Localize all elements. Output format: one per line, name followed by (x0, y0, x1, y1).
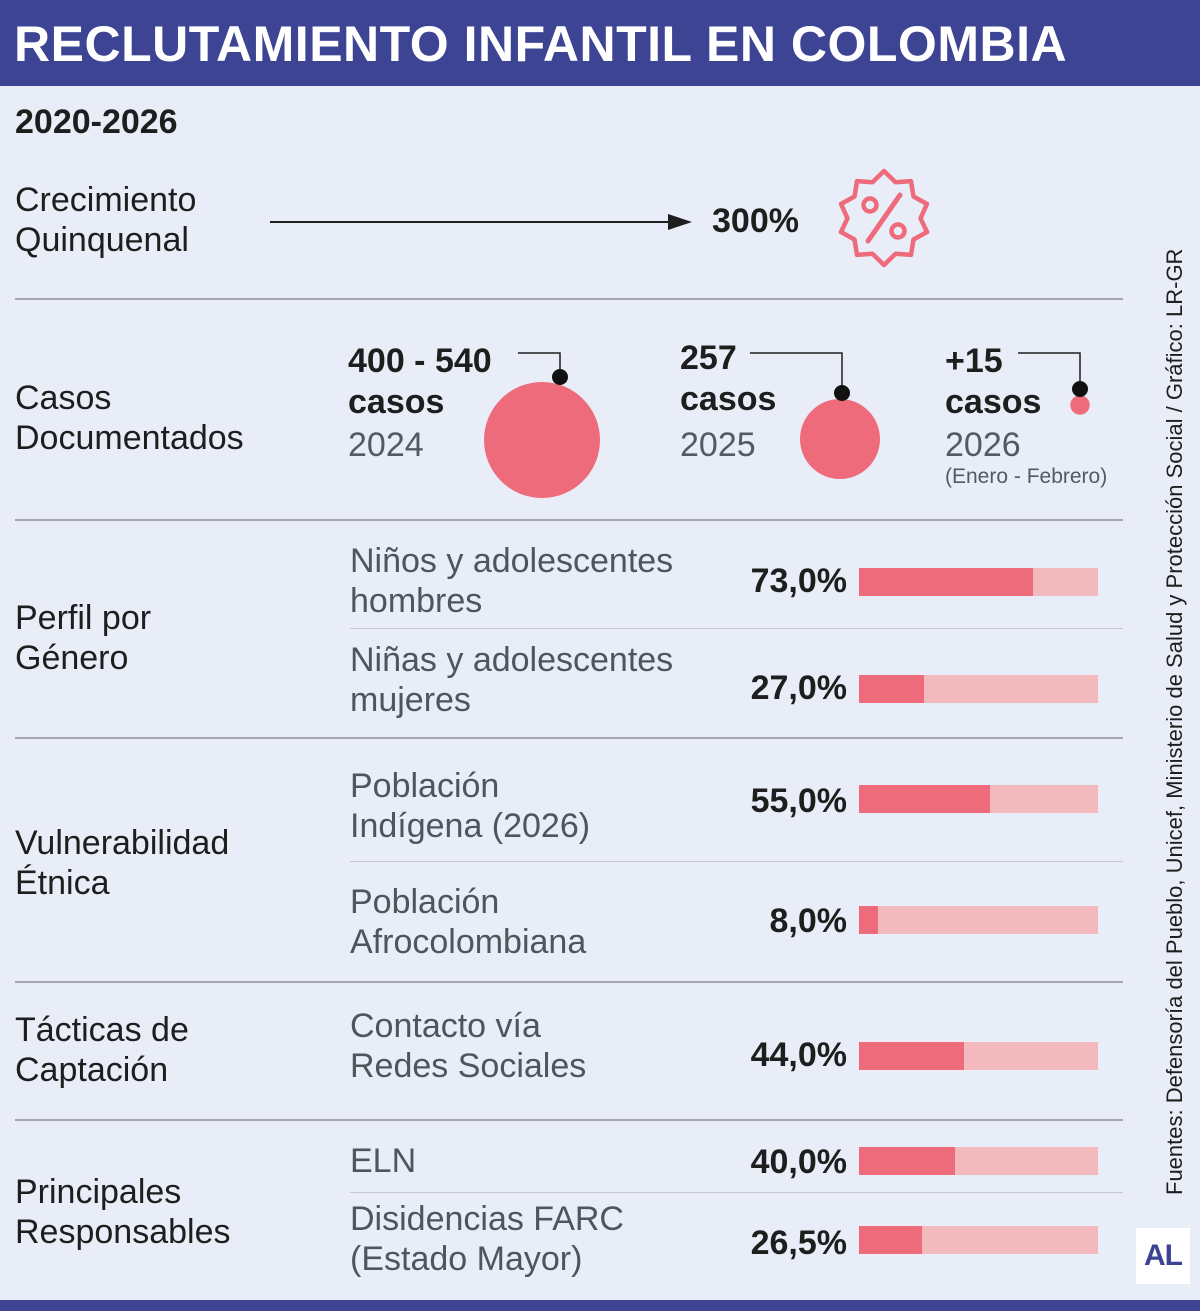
bar (859, 906, 879, 934)
case-2024-unit: casos (348, 383, 445, 421)
case-2026-number: +15 (945, 342, 1003, 380)
item-label: Disidencias FARC (350, 1200, 624, 1238)
item-label: Indígena (2026) (350, 807, 591, 845)
case-2026-unit: casos (945, 383, 1042, 421)
case-2024-dot (552, 369, 568, 385)
case-2026-dot (1072, 381, 1088, 397)
bar-track (859, 1147, 1098, 1175)
publisher-logo: AL (1136, 1228, 1190, 1284)
case-2025-bubble (800, 399, 880, 479)
item-label: Niñas y adolescentes (350, 641, 674, 679)
bar (859, 675, 924, 703)
value-label: 8,0% (769, 902, 848, 940)
bar-track (859, 1042, 1098, 1070)
row-divider (350, 1192, 1123, 1193)
growth-label-line1: Crecimiento (15, 181, 197, 219)
bar-track (859, 1226, 1098, 1254)
item-label: (Estado Mayor) (350, 1240, 583, 1278)
separator (15, 737, 1123, 739)
bar (859, 1226, 923, 1254)
item-label: mujeres (350, 681, 471, 719)
group-tactics-label-line1: Tácticas de (15, 1011, 189, 1049)
group-gender-label-line1: Perfil por (15, 599, 152, 637)
separator (15, 981, 1123, 983)
header-bar: RECLUTAMIENTO INFANTIL EN COLOMBIA (0, 0, 1200, 86)
case-2025-dot (834, 385, 850, 401)
arrow-right-icon (668, 214, 692, 230)
value-label: 26,5% (750, 1224, 847, 1262)
group-tactics-label-line2: Captación (15, 1051, 169, 1089)
group-ethnic-label-line2: Étnica (15, 864, 110, 902)
value-label: 44,0% (750, 1036, 847, 1074)
separator (15, 1119, 1123, 1121)
growth-value: 300% (712, 202, 799, 240)
item-label: Población (350, 767, 500, 805)
period-label: 2020-2026 (15, 103, 178, 141)
percent-badge-icon (838, 168, 930, 268)
case-2026-note: (Enero - Febrero) (945, 465, 1108, 488)
separator (15, 519, 1123, 521)
row-divider (350, 861, 1123, 862)
case-2026-bubble (1070, 395, 1090, 415)
group-responsible-label-line1: Principales (15, 1173, 182, 1211)
logo-text: AL (1144, 1239, 1183, 1272)
bar-track (859, 906, 1098, 934)
item-label: Niños y adolescentes (350, 542, 674, 580)
footer-bar (0, 1300, 1200, 1311)
bar (859, 785, 991, 813)
row-divider (350, 628, 1123, 629)
bar-track (859, 785, 1098, 813)
cases-label-line2: Documentados (15, 419, 244, 457)
bar (859, 1147, 955, 1175)
value-label: 73,0% (750, 562, 847, 600)
bar (859, 1042, 965, 1070)
growth-arrow-line (270, 221, 670, 223)
bar-track (859, 675, 1098, 703)
growth-label-line2: Quinquenal (15, 221, 189, 259)
item-label: Población (350, 883, 500, 921)
item-label: Contacto vía (350, 1007, 541, 1045)
item-label: hombres (350, 582, 483, 620)
value-label: 40,0% (750, 1143, 847, 1181)
group-ethnic-label-line1: Vulnerabilidad (15, 824, 230, 862)
page-title: RECLUTAMIENTO INFANTIL EN COLOMBIA (14, 16, 1068, 72)
group-responsible-label-line2: Responsables (15, 1213, 231, 1251)
case-2026-year: 2026 (945, 426, 1021, 464)
value-label: 55,0% (750, 782, 847, 820)
case-2025-number: 257 (680, 339, 737, 377)
case-2024-number: 400 - 540 (348, 342, 492, 380)
item-label: Redes Sociales (350, 1047, 587, 1085)
item-label: Afrocolombiana (350, 923, 587, 961)
case-2025-year: 2025 (680, 426, 756, 464)
case-2024-year: 2024 (348, 426, 424, 464)
cases-label-line1: Casos (15, 379, 112, 417)
bar (859, 568, 1034, 596)
case-2024-leader (518, 352, 561, 377)
bar-track (859, 568, 1098, 596)
value-label: 27,0% (750, 669, 847, 707)
group-gender-label-line2: Género (15, 639, 129, 677)
case-2025-unit: casos (680, 380, 777, 418)
separator (15, 298, 1123, 300)
case-2024-bubble (484, 382, 600, 498)
source-note: Fuentes: Defensoría del Pueblo, Unicef, … (1162, 248, 1187, 1195)
item-label: ELN (350, 1142, 417, 1180)
